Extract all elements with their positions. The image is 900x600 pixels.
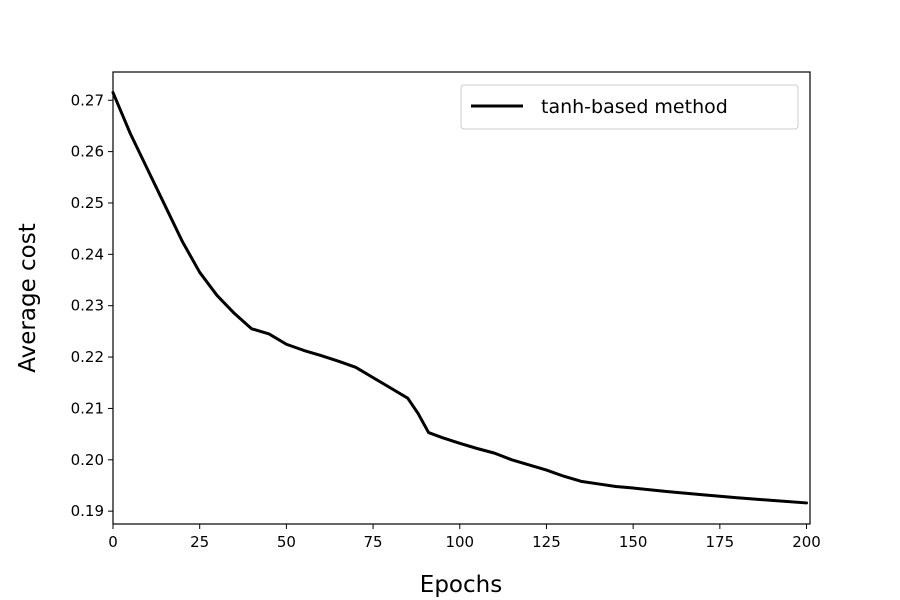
x-axis-label: Epochs — [420, 572, 502, 598]
legend-box — [460, 84, 799, 130]
x-tick-label: 175 — [706, 533, 735, 551]
y-tick-label: 0.19 — [71, 502, 104, 520]
series-line-0 — [111, 91, 809, 505]
x-tick-label: 100 — [445, 533, 474, 551]
plot-frame — [112, 71, 811, 525]
y-tick-label: 0.23 — [71, 297, 104, 315]
x-tick-label: 0 — [108, 533, 118, 551]
legend-label: tanh-based method — [541, 96, 728, 118]
y-tick-label: 0.21 — [71, 399, 104, 417]
y-tick-label: 0.26 — [71, 143, 104, 161]
x-tick-label: 200 — [792, 533, 821, 551]
series-layer — [111, 91, 809, 505]
plot-area — [113, 72, 810, 524]
x-axis-ticks: 0 25 50 75 100 125 150 175 200 — [108, 524, 821, 551]
x-tick-label: 125 — [532, 533, 561, 551]
y-tick-label: 0.24 — [71, 245, 104, 263]
legend: tanh-based method — [460, 84, 799, 130]
y-tick-label: 0.25 — [71, 194, 104, 212]
x-tick-label: 25 — [190, 533, 209, 551]
x-tick-label: 50 — [277, 533, 296, 551]
y-tick-label: 0.27 — [71, 91, 104, 109]
x-tick-label: 150 — [619, 533, 648, 551]
y-tick-label: 0.22 — [71, 348, 104, 366]
y-axis-ticks: 0.19 0.20 0.21 0.22 0.23 0.24 0.25 0.26 0.27 — [71, 91, 113, 520]
x-tick-label: 75 — [364, 533, 383, 551]
y-axis-label: Average cost — [15, 223, 41, 372]
y-tick-label: 0.20 — [71, 451, 104, 469]
